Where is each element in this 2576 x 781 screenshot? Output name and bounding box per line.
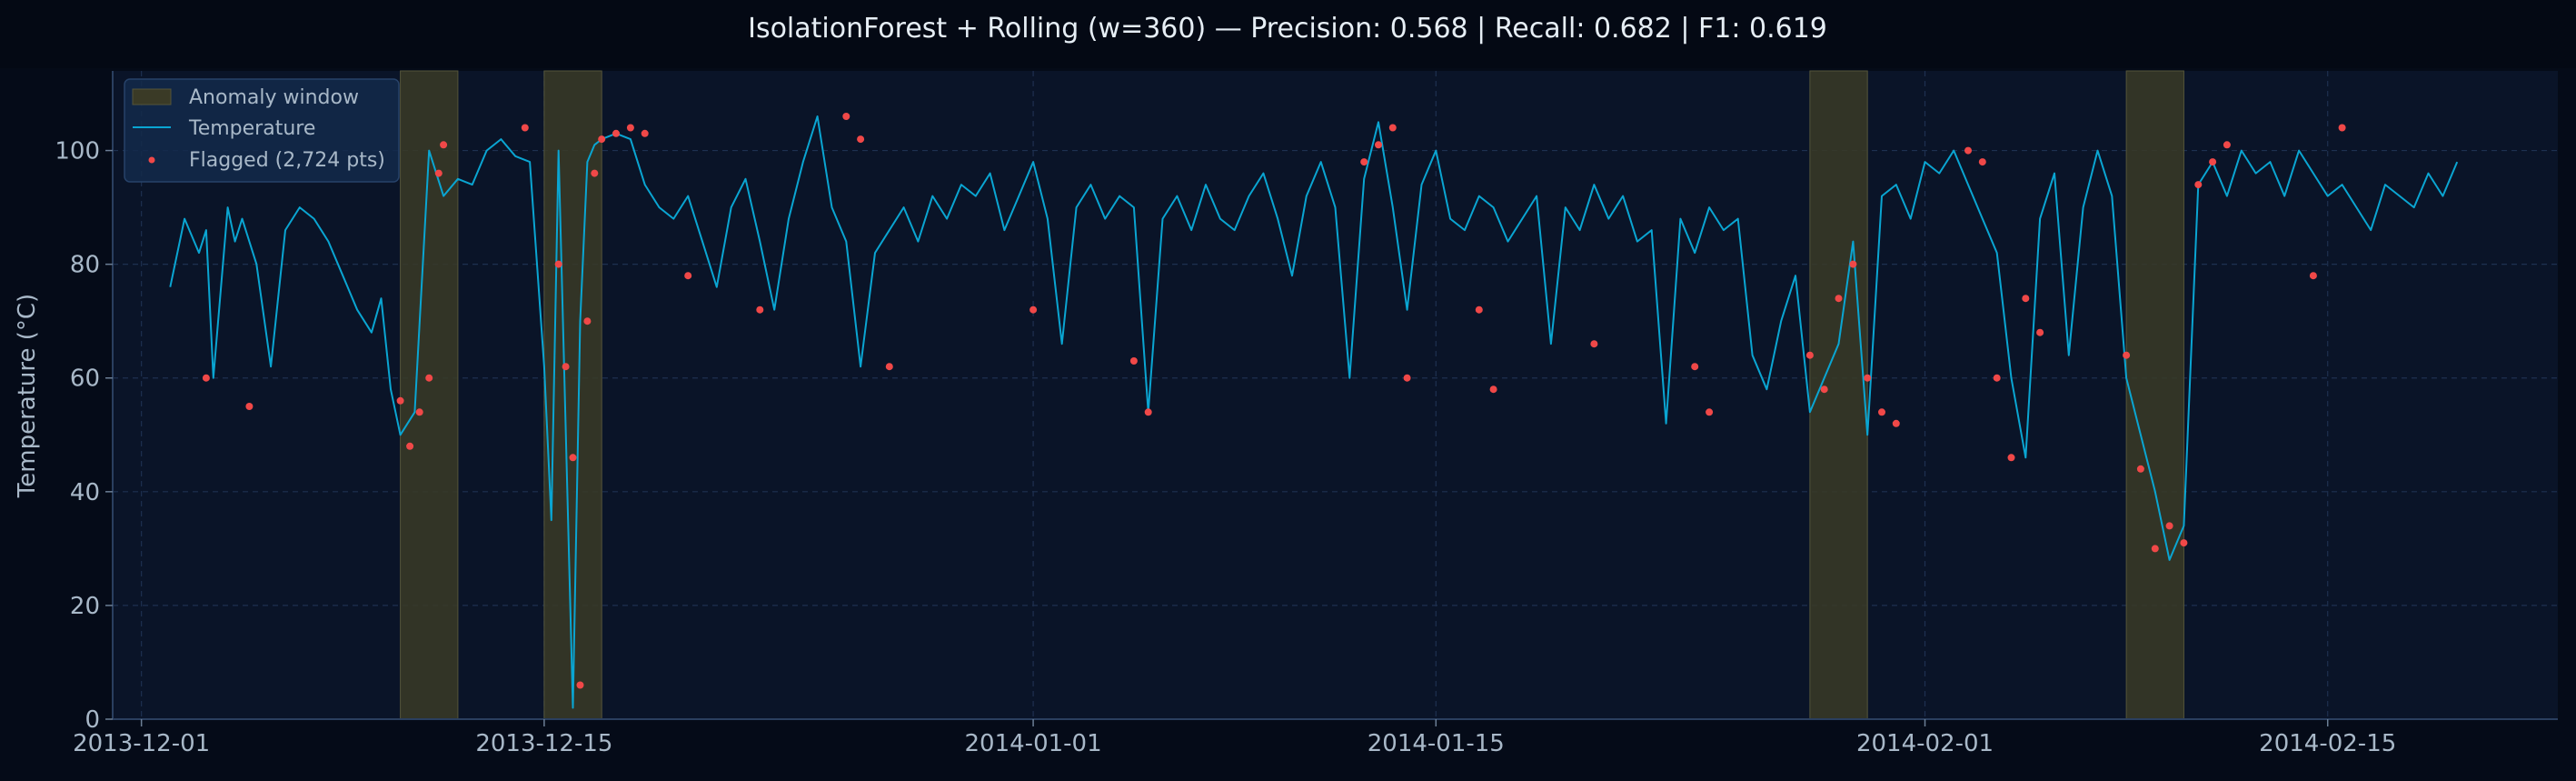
legend-window-swatch — [132, 88, 172, 105]
legend-flagged-swatch — [148, 156, 155, 164]
flagged-point — [598, 135, 606, 144]
flagged-point — [425, 374, 433, 382]
flagged-point — [583, 317, 592, 325]
flagged-point — [554, 260, 562, 268]
chart-title: IsolationForest + Rolling (w=360) — Prec… — [748, 13, 1827, 45]
flagged-point — [440, 141, 448, 149]
flagged-point — [521, 124, 529, 132]
flagged-point — [1590, 340, 1598, 348]
flagged-point — [2123, 351, 2131, 359]
y-tick-label: 100 — [55, 138, 100, 165]
flagged-point — [684, 272, 692, 280]
x-tick-label: 2014-02-01 — [1856, 730, 1994, 757]
flagged-point — [1360, 158, 1368, 166]
flagged-point — [1849, 260, 1857, 268]
flagged-point — [1978, 158, 1986, 166]
y-ticks: 0 20 40 60 80 100 — [55, 138, 113, 734]
flagged-point — [1489, 385, 1497, 394]
flagged-point — [857, 135, 865, 144]
flagged-point — [2007, 454, 2015, 462]
flagged-point — [1691, 363, 1699, 371]
flagged-point — [1129, 357, 1138, 365]
flagged-point — [1475, 305, 1483, 314]
flagged-point — [612, 129, 620, 137]
flagged-point — [434, 169, 443, 177]
flagged-point — [1835, 295, 1843, 303]
flagged-point — [1375, 141, 1382, 149]
flagged-point — [1892, 419, 1900, 427]
flagged-point — [202, 374, 210, 382]
x-tick-label: 2014-02-15 — [2259, 730, 2396, 757]
legend-box — [124, 78, 400, 183]
y-axis-label: Temperature (°C) — [14, 294, 41, 498]
flagged-point — [569, 454, 577, 462]
y-tick-label: 60 — [70, 365, 100, 393]
y-tick-label: 80 — [70, 252, 100, 279]
title-band — [0, 0, 2576, 68]
flagged-point — [885, 363, 893, 371]
x-ticks: 2013-12-01 2013-12-15 2014-01-01 2014-01-15… — [73, 719, 2396, 757]
flagged-point — [1964, 146, 1972, 155]
anomaly-window-band — [1809, 70, 1868, 720]
flagged-point — [1706, 408, 1714, 416]
anomaly-windows — [400, 70, 2184, 720]
flagged-point — [2165, 522, 2173, 530]
flagged-point — [1403, 374, 1411, 382]
flagged-point — [2151, 545, 2159, 553]
flagged-point — [2223, 141, 2231, 149]
flagged-point — [591, 169, 599, 177]
flagged-point — [626, 124, 634, 132]
anomaly-window-band — [2125, 70, 2184, 720]
flagged-point — [245, 403, 254, 410]
flagged-point — [756, 305, 764, 314]
flagged-point — [2036, 328, 2044, 336]
legend-temperature-label: Temperature — [188, 117, 315, 140]
anomaly-window-band — [400, 70, 459, 720]
flagged-point — [406, 442, 414, 450]
flagged-point — [842, 113, 850, 120]
y-tick-label: 40 — [70, 479, 100, 506]
flagged-point — [576, 681, 584, 689]
flagged-point — [1144, 408, 1152, 416]
flagged-point — [415, 408, 423, 416]
flagged-point — [2209, 158, 2217, 166]
flagged-point — [562, 363, 570, 371]
temperature-line-layer — [169, 115, 2459, 709]
flagged-point — [2194, 181, 2203, 189]
x-tick-label: 2014-01-15 — [1368, 730, 1505, 757]
flagged-point — [2338, 124, 2346, 132]
flagged-point — [1878, 408, 1885, 416]
legend-flagged-label: Flagged (2,724 pts) — [189, 149, 385, 172]
anomaly-window-band — [543, 70, 602, 720]
flagged-points — [202, 113, 2346, 689]
flagged-point — [396, 396, 404, 405]
flagged-point — [1029, 305, 1038, 314]
flagged-point — [1388, 124, 1397, 132]
legend-window-label: Anomaly window — [189, 86, 359, 109]
flagged-point — [2309, 272, 2317, 280]
flagged-point — [2136, 465, 2144, 473]
y-tick-label: 0 — [85, 706, 100, 734]
flagged-point — [1805, 351, 1814, 359]
flagged-point — [1820, 385, 1828, 394]
flagged-point — [641, 129, 649, 137]
flagged-point — [2022, 295, 2030, 303]
temperature-line — [169, 115, 2459, 709]
flagged-point — [1993, 374, 2001, 382]
flagged-point — [1864, 374, 1872, 382]
y-tick-label: 20 — [70, 593, 100, 620]
legend: Anomaly window Temperature Flagged (2,72… — [124, 78, 400, 183]
flagged-point — [2180, 539, 2188, 547]
x-tick-label: 2014-01-01 — [965, 730, 1102, 757]
x-tick-label: 2013-12-15 — [475, 730, 612, 757]
x-tick-label: 2013-12-01 — [73, 730, 210, 757]
